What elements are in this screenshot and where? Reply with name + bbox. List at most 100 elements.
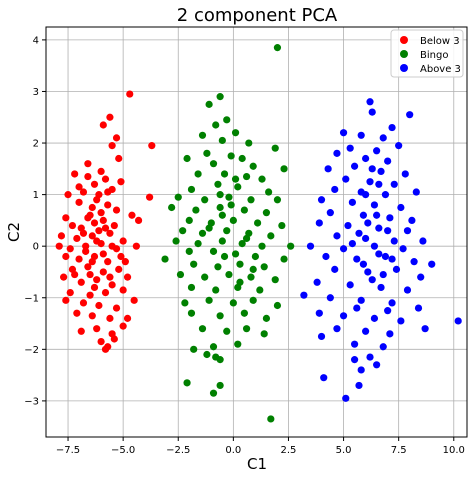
x-tick-label: 2.5 bbox=[281, 445, 297, 456]
point-below-3 bbox=[71, 170, 79, 178]
point-below-3 bbox=[145, 193, 154, 201]
point-above-3 bbox=[412, 188, 420, 196]
point-below-3 bbox=[126, 90, 134, 98]
point-bingo bbox=[179, 227, 187, 235]
point-above-3 bbox=[368, 276, 376, 284]
point-above-3 bbox=[370, 242, 379, 250]
legend-marker-above-3 bbox=[400, 64, 408, 72]
point-above-3 bbox=[373, 211, 381, 219]
point-below-3 bbox=[132, 242, 140, 250]
point-above-3 bbox=[364, 219, 372, 227]
point-above-3 bbox=[362, 154, 370, 163]
point-bingo bbox=[214, 180, 222, 188]
point-above-3 bbox=[390, 237, 398, 245]
point-bingo bbox=[168, 203, 176, 212]
point-above-3 bbox=[348, 198, 356, 206]
point-bingo bbox=[201, 273, 209, 281]
point-bingo bbox=[225, 193, 233, 201]
point-above-3 bbox=[350, 356, 359, 364]
point-above-3 bbox=[350, 162, 359, 170]
point-above-3 bbox=[342, 394, 350, 402]
point-below-3 bbox=[101, 224, 110, 232]
point-below-3 bbox=[82, 242, 90, 250]
point-bingo bbox=[209, 160, 218, 168]
point-above-3 bbox=[454, 317, 462, 325]
point-above-3 bbox=[322, 252, 330, 261]
point-above-3 bbox=[357, 366, 365, 374]
point-below-3 bbox=[106, 273, 114, 281]
point-bingo bbox=[223, 227, 231, 235]
legend: Below 3 Bingo Above 3 bbox=[390, 29, 464, 78]
point-below-3 bbox=[73, 234, 81, 243]
point-bingo bbox=[273, 44, 282, 52]
point-bingo bbox=[287, 242, 295, 250]
point-bingo bbox=[227, 152, 235, 160]
y-tick-label: 1 bbox=[33, 190, 39, 201]
point-below-3 bbox=[148, 142, 156, 150]
y-tick-label: −2 bbox=[24, 345, 39, 356]
point-bingo bbox=[280, 255, 288, 263]
point-above-3 bbox=[381, 191, 390, 199]
point-above-3 bbox=[359, 260, 368, 268]
point-above-3 bbox=[406, 111, 414, 119]
point-bingo bbox=[209, 343, 218, 351]
x-tick-label: 0.0 bbox=[225, 445, 241, 456]
point-below-3 bbox=[88, 232, 96, 240]
point-below-3 bbox=[93, 325, 101, 333]
point-above-3 bbox=[370, 201, 379, 209]
point-bingo bbox=[245, 139, 253, 147]
point-above-3 bbox=[390, 180, 398, 188]
y-axis-ticks: −3 −2 −1 0 1 2 3 4 bbox=[24, 35, 46, 407]
point-below-3 bbox=[90, 219, 99, 227]
point-above-3 bbox=[339, 312, 348, 320]
point-bingo bbox=[223, 327, 231, 335]
point-above-3 bbox=[410, 258, 418, 266]
point-bingo bbox=[212, 286, 220, 294]
legend-box bbox=[390, 29, 464, 78]
point-bingo bbox=[267, 232, 275, 240]
point-above-3 bbox=[399, 245, 407, 253]
point-bingo bbox=[218, 237, 226, 245]
point-below-3 bbox=[79, 299, 88, 307]
point-below-3 bbox=[55, 242, 63, 250]
legend-marker-bingo bbox=[400, 50, 408, 58]
point-bingo bbox=[249, 265, 257, 273]
y-tick-label: −3 bbox=[24, 396, 39, 407]
point-above-3 bbox=[300, 291, 308, 299]
point-above-3 bbox=[324, 165, 332, 173]
point-above-3 bbox=[417, 273, 425, 281]
point-below-3 bbox=[104, 201, 112, 209]
point-below-3 bbox=[75, 183, 83, 191]
point-below-3 bbox=[84, 172, 92, 181]
x-tick-label: 10.0 bbox=[443, 445, 465, 456]
point-below-3 bbox=[123, 314, 132, 322]
point-bingo bbox=[231, 129, 240, 137]
point-below-3 bbox=[115, 154, 123, 163]
point-above-3 bbox=[379, 270, 387, 279]
point-above-3 bbox=[333, 232, 341, 240]
point-below-3 bbox=[99, 250, 107, 258]
point-below-3 bbox=[93, 276, 101, 284]
point-bingo bbox=[205, 224, 213, 232]
point-above-3 bbox=[428, 260, 436, 268]
x-tick-label: −5.0 bbox=[111, 445, 135, 456]
point-above-3 bbox=[379, 343, 387, 351]
point-bingo bbox=[176, 270, 185, 279]
x-axis-ticks: −7.5 −5.0 −2.5 0.0 2.5 5.0 7.5 10.0 bbox=[56, 437, 465, 456]
point-above-3 bbox=[364, 268, 372, 276]
point-below-3 bbox=[88, 203, 96, 212]
point-below-3 bbox=[104, 258, 112, 266]
point-bingo bbox=[234, 183, 242, 191]
point-bingo bbox=[194, 240, 202, 248]
point-bingo bbox=[216, 191, 224, 199]
point-bingo bbox=[254, 219, 262, 227]
y-tick-label: 2 bbox=[33, 139, 39, 150]
point-below-3 bbox=[84, 160, 92, 168]
point-below-3 bbox=[97, 167, 105, 176]
point-above-3 bbox=[315, 309, 323, 317]
point-below-3 bbox=[123, 273, 132, 281]
point-above-3 bbox=[368, 165, 376, 173]
point-above-3 bbox=[355, 381, 363, 390]
point-bingo bbox=[174, 193, 182, 201]
point-below-3 bbox=[79, 229, 88, 237]
